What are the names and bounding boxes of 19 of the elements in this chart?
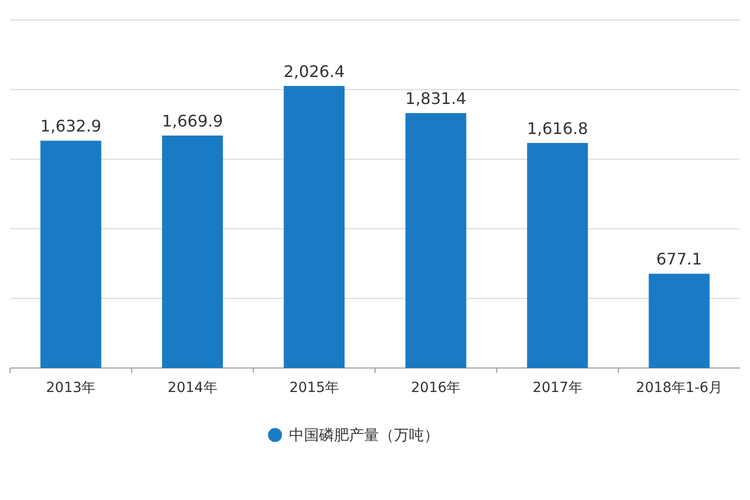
bar: [405, 113, 466, 368]
bar: [284, 86, 345, 368]
x-tick-label: 2015年: [289, 380, 339, 396]
data-label: 1,831.4: [405, 89, 466, 108]
data-label: 1,632.9: [40, 116, 102, 136]
x-tick-label: 2018年1-6月: [636, 380, 722, 396]
x-tick-label: 2017年: [532, 380, 582, 396]
data-label: 1,616.8: [526, 118, 588, 138]
bar: [40, 140, 102, 368]
data-label: 1,669.9: [162, 112, 224, 131]
bar: [527, 142, 588, 368]
legend-label: 中国磷肥产量（万吨）: [289, 426, 439, 444]
bar: [162, 136, 223, 368]
bar: [648, 274, 710, 368]
data-label: 677.1: [656, 250, 702, 269]
x-tick-label: 2013年: [46, 380, 96, 396]
data-label: 2,026.4: [284, 62, 345, 81]
x-tick-label: 2014年: [168, 380, 218, 396]
x-tick-label: 2016年: [411, 380, 461, 396]
